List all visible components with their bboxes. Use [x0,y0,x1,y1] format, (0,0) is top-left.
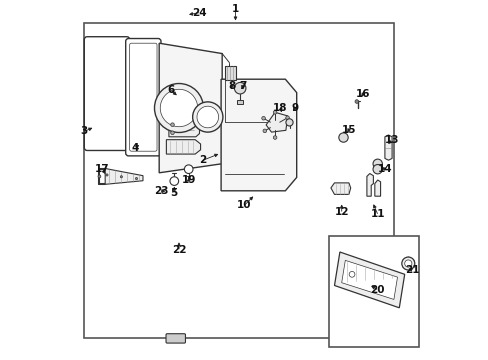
Text: 6: 6 [167,85,174,95]
FancyBboxPatch shape [84,37,129,150]
Text: 3: 3 [81,126,88,136]
Circle shape [285,119,292,126]
Circle shape [354,100,358,103]
Circle shape [263,129,266,132]
Text: 19: 19 [181,175,196,185]
Polygon shape [334,252,404,308]
Circle shape [98,175,101,178]
Bar [328,236,418,347]
Text: 15: 15 [341,125,355,135]
Text: 10: 10 [237,200,251,210]
Polygon shape [384,135,391,160]
Text: 16: 16 [355,89,370,99]
Circle shape [120,176,122,178]
Circle shape [106,174,108,176]
Circle shape [135,177,137,180]
Polygon shape [221,79,296,191]
Bar [224,66,235,80]
Text: 21: 21 [404,265,418,275]
Text: 20: 20 [370,285,384,295]
Circle shape [372,159,382,168]
Text: 4: 4 [131,143,138,153]
Bar [237,100,243,104]
Polygon shape [159,43,222,173]
Text: 2: 2 [199,155,206,165]
Circle shape [192,102,223,132]
Polygon shape [366,174,373,196]
Circle shape [160,89,197,127]
Text: 13: 13 [384,135,399,145]
Text: 11: 11 [370,209,384,219]
Circle shape [170,131,174,135]
Text: 18: 18 [273,103,287,113]
Polygon shape [330,183,350,194]
Circle shape [234,82,245,94]
Text: 14: 14 [377,164,391,174]
Circle shape [184,165,193,174]
Circle shape [197,106,218,128]
Text: 12: 12 [334,207,348,217]
Text: 5: 5 [170,188,178,198]
Polygon shape [341,260,397,300]
Text: 1: 1 [231,4,239,14]
Text: 7: 7 [239,81,246,91]
FancyBboxPatch shape [166,334,185,343]
Bar [84,23,393,338]
Circle shape [261,116,265,120]
Polygon shape [374,180,380,196]
Polygon shape [265,112,287,132]
Text: 17: 17 [95,164,109,174]
Circle shape [338,133,347,142]
Polygon shape [168,121,199,137]
Text: 9: 9 [291,103,298,113]
Text: 24: 24 [192,8,206,18]
Circle shape [273,136,276,139]
Circle shape [170,177,178,185]
FancyBboxPatch shape [125,39,161,156]
Circle shape [401,257,414,270]
Circle shape [154,84,203,132]
Text: 22: 22 [171,245,186,255]
Circle shape [170,123,174,126]
Polygon shape [105,168,142,184]
Circle shape [372,165,382,174]
Polygon shape [166,140,200,154]
Text: 23: 23 [153,186,168,196]
Circle shape [273,111,276,114]
Circle shape [285,116,289,120]
Text: 8: 8 [228,81,235,91]
Circle shape [404,260,411,267]
Circle shape [348,271,354,277]
